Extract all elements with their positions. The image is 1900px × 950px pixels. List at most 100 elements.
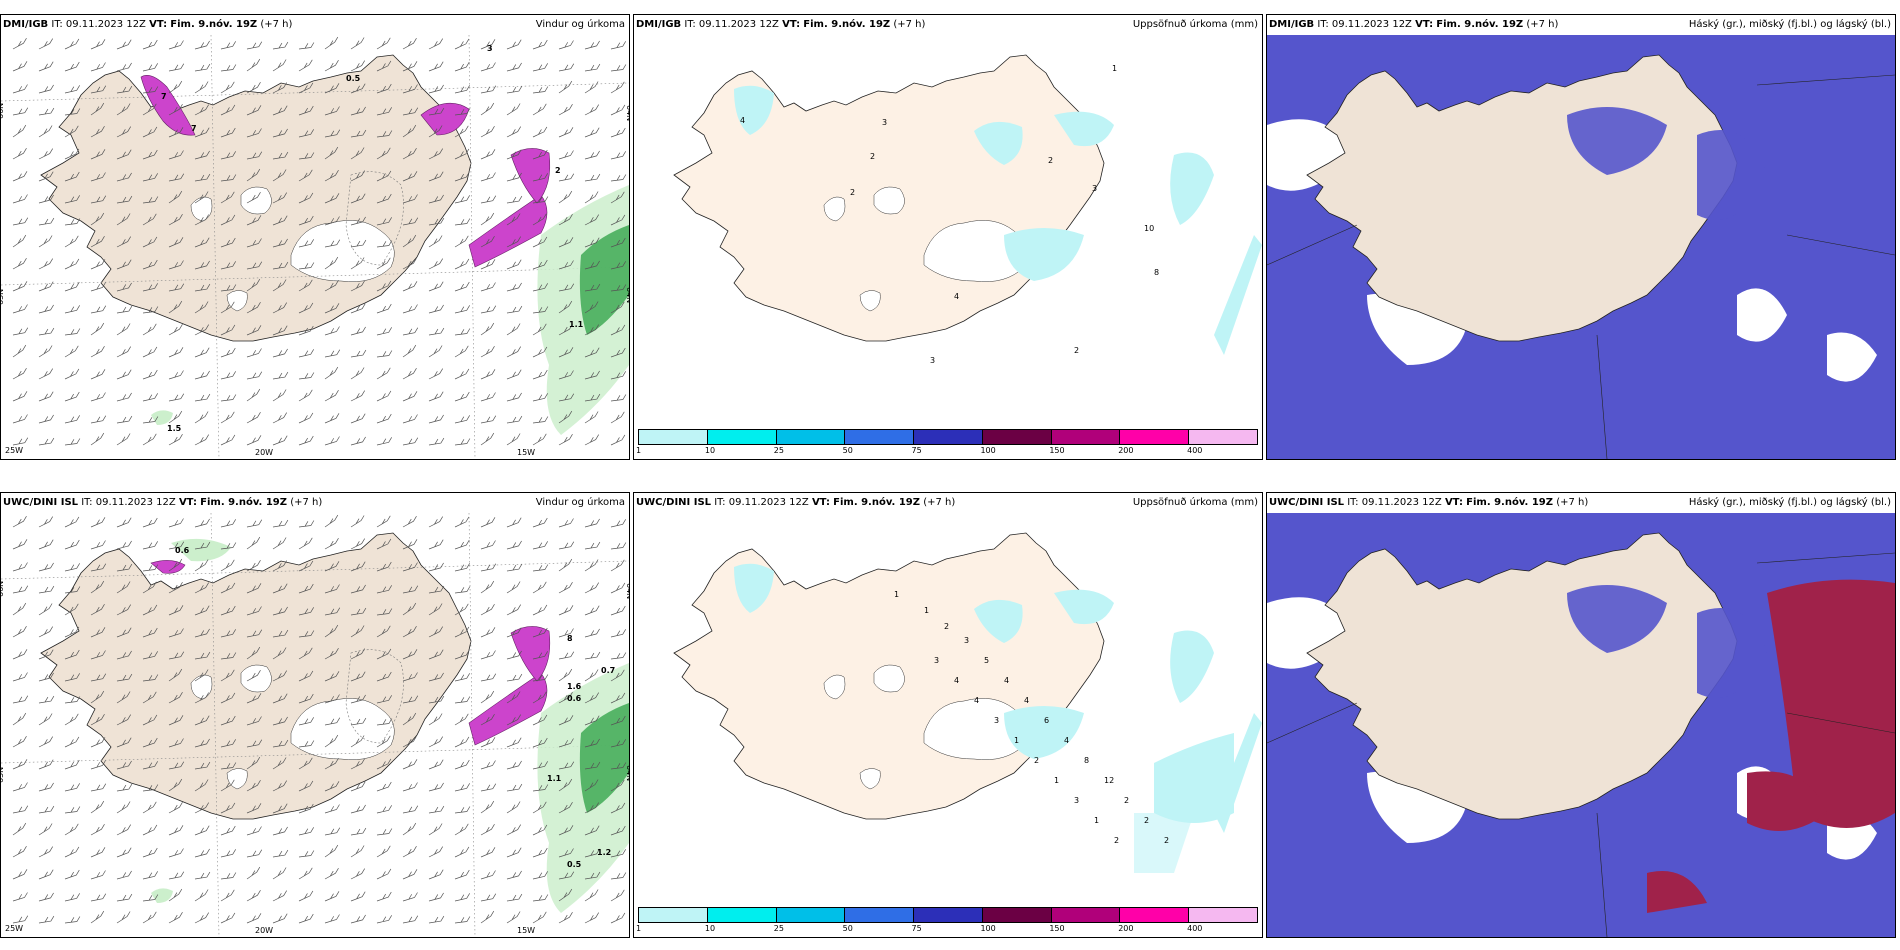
wind-barb xyxy=(142,801,157,814)
wind-barb xyxy=(402,626,417,638)
wind-barb xyxy=(12,437,29,446)
wind-barb xyxy=(38,304,54,314)
wind-barb xyxy=(168,393,185,402)
wind-barb xyxy=(90,690,105,704)
wind-barb xyxy=(12,712,27,726)
wind-barb xyxy=(480,212,495,226)
wind-barb xyxy=(584,191,599,204)
wind-barb xyxy=(246,238,262,248)
accum-area xyxy=(734,563,774,613)
wind-barb xyxy=(272,629,289,638)
wind-barb xyxy=(454,539,470,550)
wind-barb xyxy=(246,105,262,116)
wind-barb xyxy=(272,537,287,550)
wind-barb xyxy=(324,303,340,314)
panel-title: Háský (gr.), miðský (fj.bl.) og lágský (… xyxy=(1688,19,1891,30)
wind-barb xyxy=(558,190,573,204)
wind-barb xyxy=(194,889,209,902)
wind-barb xyxy=(64,893,81,902)
wind-barb xyxy=(506,392,522,402)
wind-barb xyxy=(376,413,392,424)
wind-barb xyxy=(558,692,573,704)
wind-barb xyxy=(532,126,548,138)
panel-title: Háský (gr.), miðský (fj.bl.) og lágský (… xyxy=(1688,497,1891,508)
wind-barb xyxy=(402,234,417,248)
latitude-label: 65N xyxy=(1,289,5,305)
wind-barb xyxy=(584,434,600,446)
hatched-area xyxy=(345,171,404,266)
wind-barb xyxy=(298,412,314,424)
wind-barb xyxy=(246,388,261,402)
wind-barb xyxy=(402,344,417,358)
wind-barb xyxy=(272,59,287,72)
valid-time: Fim. 9.nóv. 19Z xyxy=(1466,497,1553,508)
wind-barb xyxy=(480,580,495,594)
wind-barb xyxy=(64,869,80,880)
wind-barb xyxy=(220,739,237,748)
wind-barb xyxy=(64,626,80,638)
wind-barb xyxy=(90,195,107,204)
wind-barb xyxy=(428,823,443,836)
wind-barb xyxy=(220,214,236,226)
wind-barb xyxy=(90,673,107,682)
wind-barb xyxy=(38,345,53,358)
wind-barb xyxy=(350,239,367,248)
wind-barb xyxy=(220,889,235,902)
wind-barb xyxy=(454,806,471,814)
wind-barb xyxy=(584,104,600,116)
vt-label: VT: xyxy=(178,497,197,508)
wind-barb xyxy=(402,892,418,902)
wind-barb xyxy=(558,715,574,726)
wind-barb xyxy=(350,436,366,446)
wind-barb xyxy=(142,323,157,336)
wind-barb xyxy=(116,126,132,138)
wind-barb xyxy=(402,712,417,726)
wind-barb xyxy=(376,147,391,160)
wind-barb xyxy=(272,560,288,572)
accum-area xyxy=(1134,813,1194,873)
wind-barb xyxy=(506,85,523,94)
wind-barb xyxy=(194,40,210,50)
wind-barb xyxy=(38,585,55,594)
wind-barb xyxy=(532,173,549,182)
accum-value-label: 3 xyxy=(882,118,887,127)
wind-barb xyxy=(12,107,29,116)
wind-barb xyxy=(402,562,418,572)
wind-barb xyxy=(168,370,184,380)
wind-barb xyxy=(376,868,392,880)
wind-barb xyxy=(194,173,211,182)
wind-barb xyxy=(324,60,339,72)
glacier-area xyxy=(873,664,905,693)
wind-barb xyxy=(90,259,106,270)
wind-barb xyxy=(506,824,522,836)
wind-barb xyxy=(454,783,471,792)
wind-barb xyxy=(376,625,391,638)
colorbar-swatch xyxy=(1120,430,1190,444)
wind-barb xyxy=(220,127,236,138)
wind-barb xyxy=(168,300,183,314)
accum-value-label: 1 xyxy=(1094,816,1099,825)
wind-barb xyxy=(324,827,341,836)
wind-barb xyxy=(298,129,315,138)
vt-label: VT: xyxy=(1415,19,1434,30)
wind-barb xyxy=(558,410,573,424)
wind-barb xyxy=(480,282,496,292)
wind-barb xyxy=(64,171,80,182)
wind-barbs xyxy=(12,514,627,924)
wind-barb xyxy=(64,328,81,336)
wind-barb xyxy=(506,911,521,924)
wind-barb xyxy=(116,433,131,446)
colorbar-label: 150 xyxy=(1049,446,1065,455)
wind-barb xyxy=(272,169,287,182)
wind-barb xyxy=(38,846,54,858)
wind-barb xyxy=(272,325,288,336)
wind-barb xyxy=(298,537,313,550)
wind-barb xyxy=(324,170,339,182)
wind-barb xyxy=(584,582,600,594)
wind-barb xyxy=(558,370,574,380)
wind-barb xyxy=(584,848,600,858)
wind-barb xyxy=(454,305,471,314)
wind-barb xyxy=(376,758,392,770)
wind-barb xyxy=(454,563,471,572)
wind-barb xyxy=(64,38,80,50)
